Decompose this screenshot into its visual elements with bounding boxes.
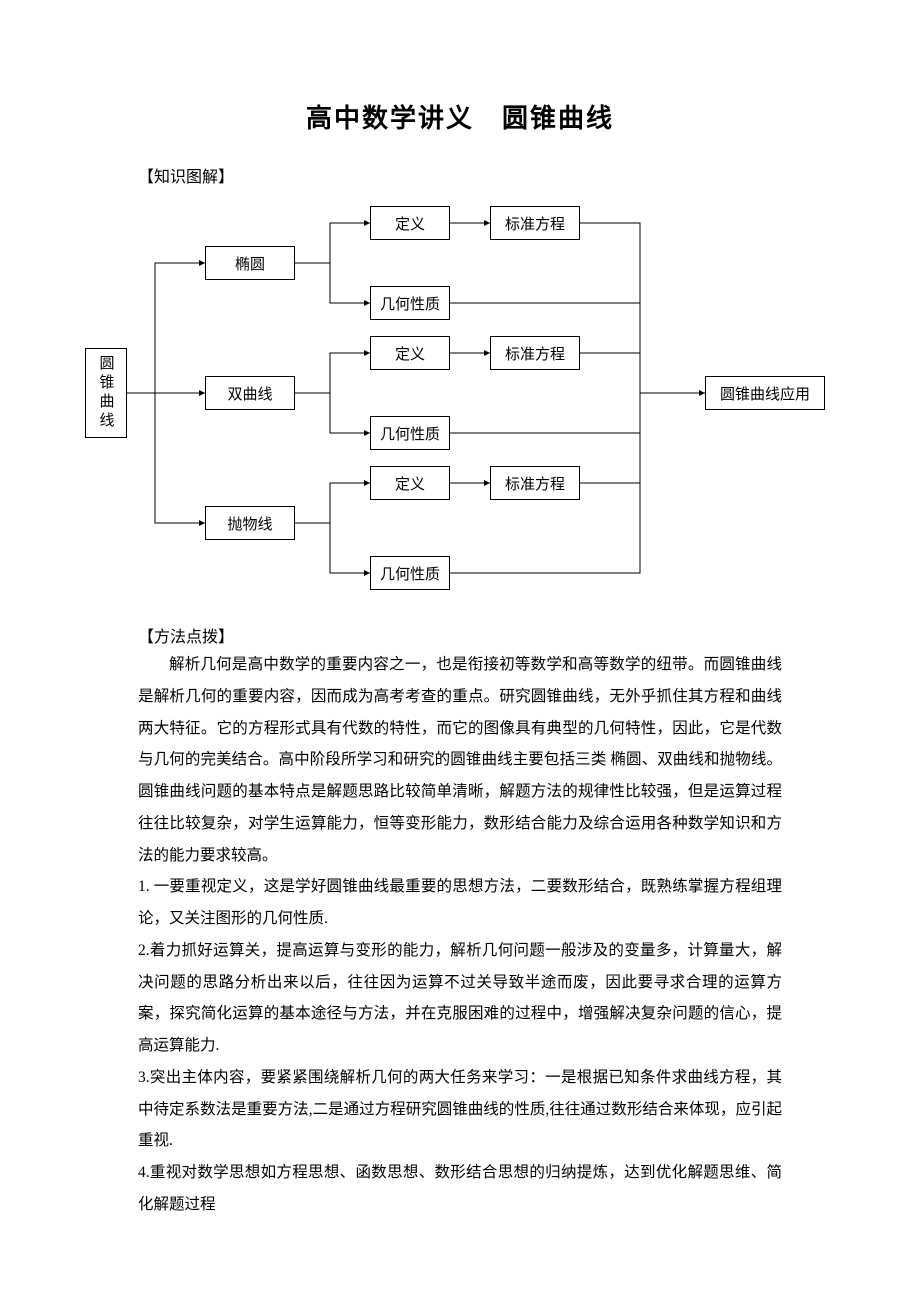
node-hyper-geom: 几何性质 [370,416,450,450]
para-2: 2.着力抓好运算关，提高运算与变形的能力，解析几何问题一般涉及的变量多，计算量大… [138,935,782,1062]
body-text: 解析几何是高中数学的重要内容之一，也是衔接初等数学和高等数学的纽带。而圆锥曲线是… [138,649,782,1221]
node-root: 圆锥曲线 [85,348,127,438]
node-hyper-std: 标准方程 [490,336,580,370]
node-para-def: 定义 [370,466,450,500]
page-title: 高中数学讲义 圆锥曲线 [80,98,840,135]
node-parabola: 抛物线 [205,506,295,540]
method-heading: 【方法点拨】 [138,623,840,647]
node-para-std: 标准方程 [490,466,580,500]
para-1: 1. 一要重视定义，这是学好圆锥曲线最重要的思想方法，二要数形结合，既熟练掌握方… [138,871,782,935]
node-hyper-def: 定义 [370,336,450,370]
knowledge-heading: 【知识图解】 [138,163,840,187]
node-app: 圆锥曲线应用 [705,376,825,410]
node-hyperbola: 双曲线 [205,376,295,410]
para-0: 解析几何是高中数学的重要内容之一，也是衔接初等数学和高等数学的纽带。而圆锥曲线是… [138,649,782,871]
node-ellipse-std: 标准方程 [490,206,580,240]
node-ellipse-def: 定义 [370,206,450,240]
node-ellipse: 椭圆 [205,246,295,280]
para-4: 4.重视对数学思想如方程思想、函数思想、数形结合思想的归纳提炼，达到优化解题思维… [138,1157,782,1221]
node-para-geom: 几何性质 [370,556,450,590]
para-3: 3.突出主体内容，要紧紧围绕解析几何的两大任务来学习：一是根据已知条件求曲线方程… [138,1062,782,1157]
node-ellipse-geom: 几何性质 [370,286,450,320]
flowchart: 圆锥曲线 椭圆 双曲线 抛物线 定义 标准方程 几何性质 定义 标准方程 几何性… [80,193,840,613]
